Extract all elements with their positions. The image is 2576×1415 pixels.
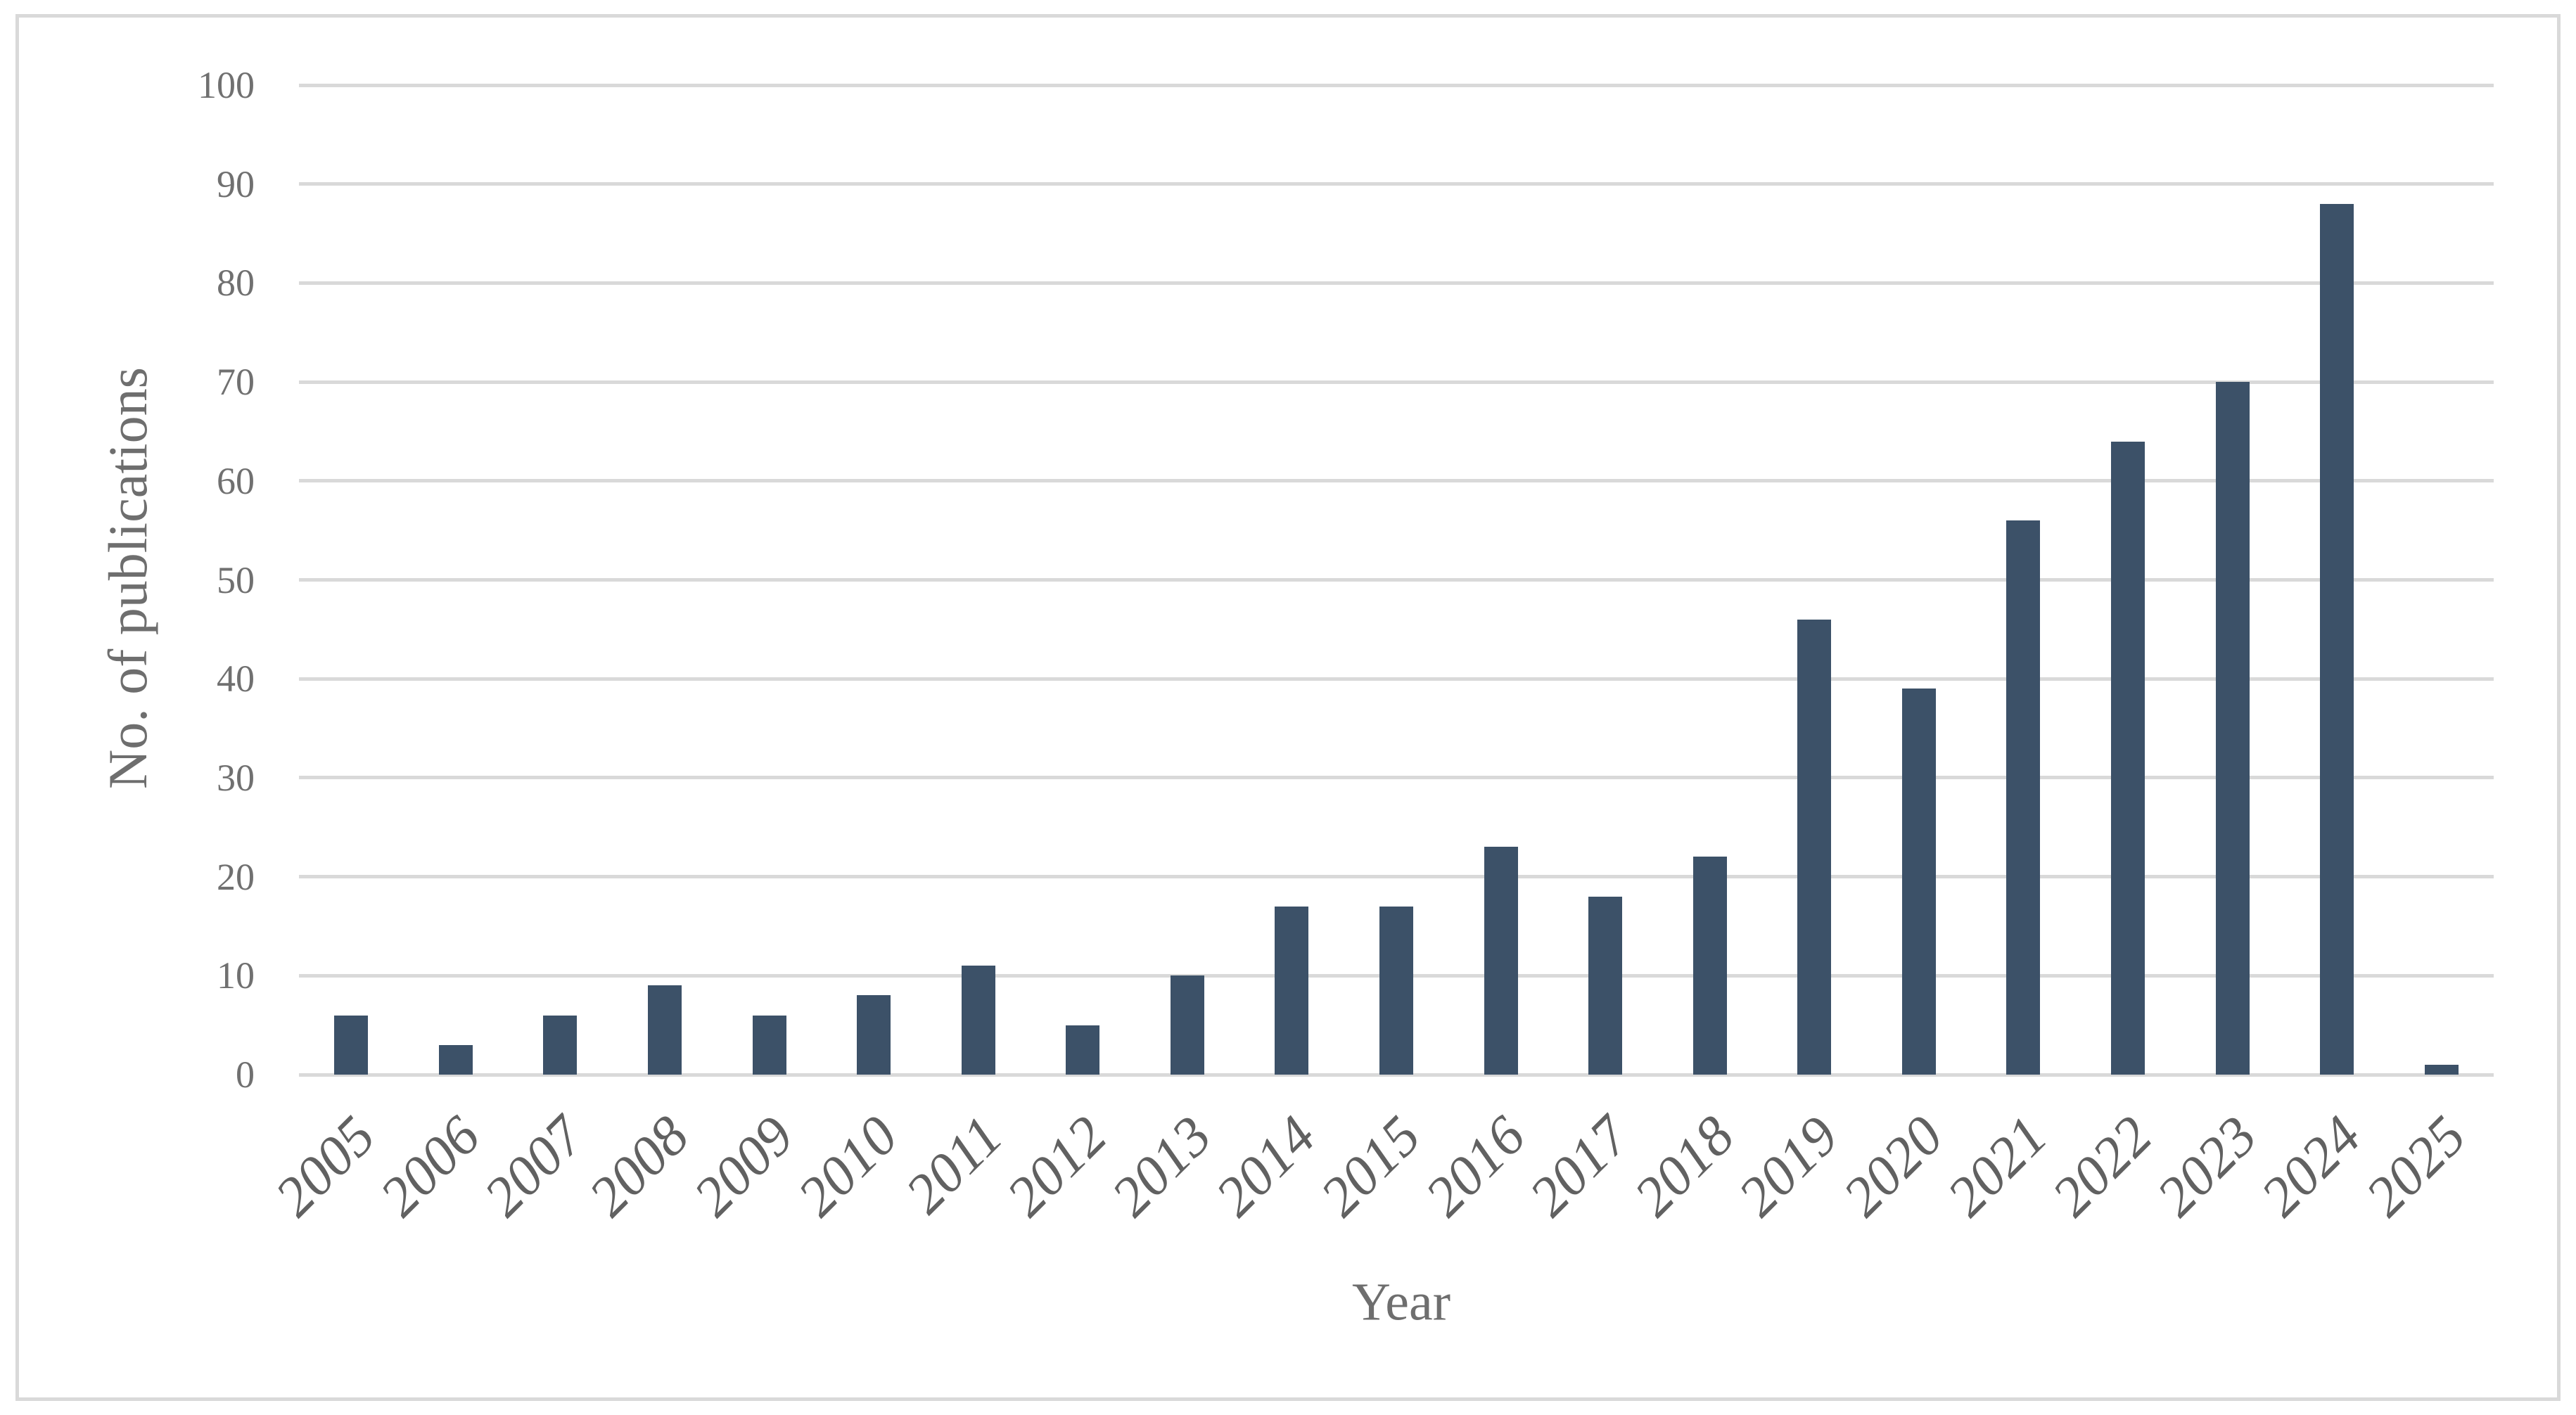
- y-tick-label-50: 50: [217, 558, 255, 601]
- bar-2007: [543, 1016, 577, 1075]
- bar-2006: [439, 1045, 473, 1075]
- gridline-y-90: [299, 182, 2494, 186]
- gridline-y-60: [299, 479, 2494, 483]
- y-tick-label-0: 0: [236, 1054, 255, 1096]
- y-tick-label-30: 30: [217, 756, 255, 799]
- figure-border: [15, 14, 2561, 1401]
- x-axis-title: Year: [1351, 1272, 1451, 1332]
- gridline-y-100: [299, 83, 2494, 87]
- y-tick-label-20: 20: [217, 855, 255, 898]
- gridline-y-30: [299, 776, 2494, 780]
- y-tick-label-80: 80: [217, 262, 255, 305]
- bar-2009: [753, 1016, 786, 1075]
- bar-2021: [2006, 520, 2040, 1075]
- bar-2017: [1588, 897, 1622, 1075]
- bar-2020: [1902, 689, 1936, 1075]
- gridline-y-20: [299, 875, 2494, 879]
- gridline-y-0: [299, 1073, 2494, 1077]
- gridline-y-40: [299, 677, 2494, 681]
- y-tick-label-90: 90: [217, 162, 255, 205]
- gridline-y-50: [299, 578, 2494, 582]
- y-tick-label-40: 40: [217, 658, 255, 700]
- y-tick-label-60: 60: [217, 459, 255, 502]
- bar-2023: [2216, 382, 2250, 1075]
- bar-2012: [1066, 1025, 1099, 1075]
- bar-2022: [2111, 442, 2145, 1075]
- bar-2008: [648, 985, 682, 1075]
- bar-2016: [1484, 847, 1518, 1075]
- bar-2010: [857, 995, 891, 1075]
- bar-2018: [1693, 857, 1727, 1075]
- bar-2024: [2320, 204, 2354, 1075]
- y-tick-label-10: 10: [217, 954, 255, 997]
- gridline-y-80: [299, 281, 2494, 285]
- y-tick-label-100: 100: [198, 64, 255, 106]
- bar-2005: [334, 1016, 368, 1075]
- y-tick-label-70: 70: [217, 361, 255, 404]
- bar-2019: [1797, 620, 1831, 1075]
- gridline-y-70: [299, 380, 2494, 384]
- bar-2025: [2425, 1065, 2459, 1075]
- bar-2015: [1379, 907, 1413, 1075]
- bar-2011: [962, 966, 995, 1075]
- bar-2014: [1275, 907, 1308, 1075]
- bar-2013: [1171, 975, 1204, 1075]
